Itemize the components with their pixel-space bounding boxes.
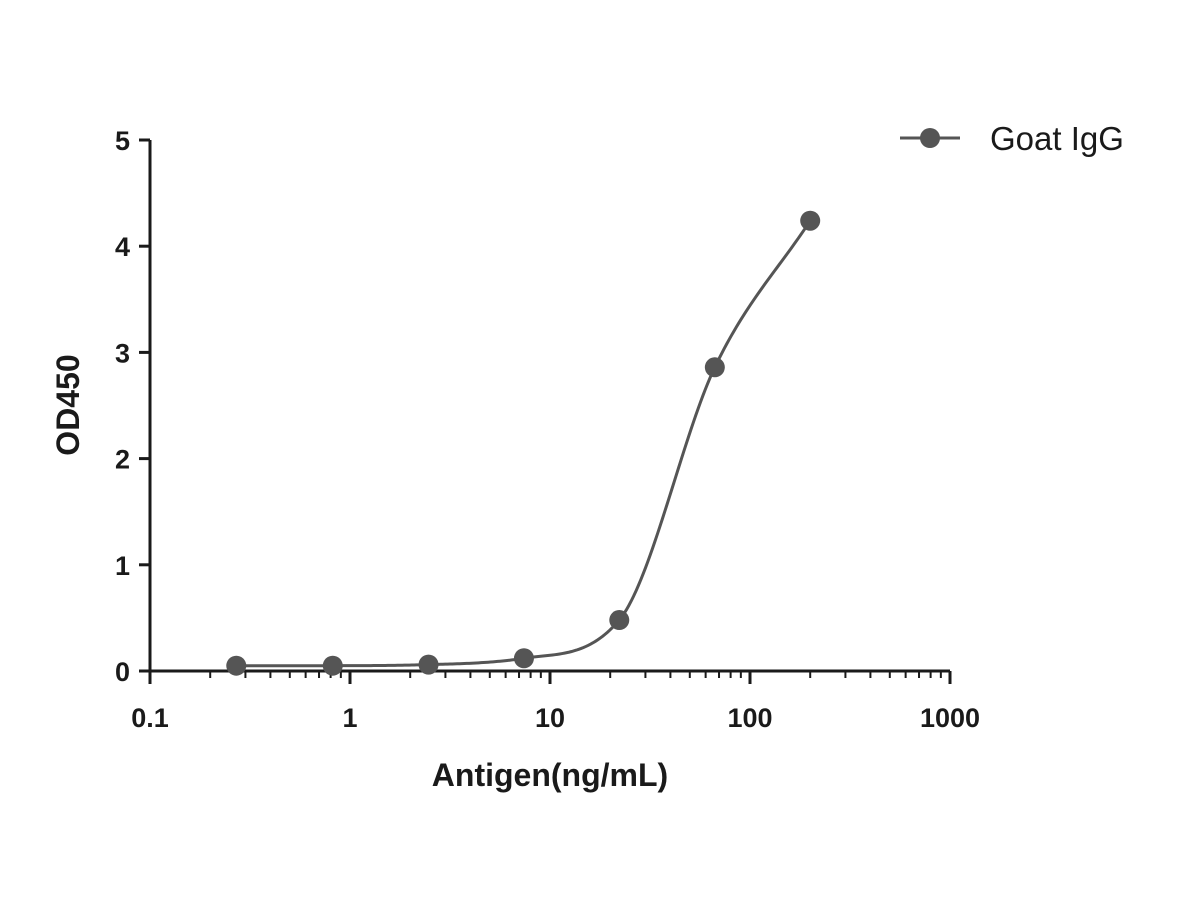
y-ticks: 0 1 2 3 4 5: [115, 126, 150, 687]
data-point: [322, 655, 343, 676]
x-tick-label: 10: [535, 703, 565, 733]
data-point: [800, 210, 821, 231]
data-points: [226, 210, 821, 676]
x-tick-label: 100: [727, 703, 772, 733]
y-tick-label: 2: [115, 445, 130, 475]
legend: Goat IgG: [900, 120, 1124, 157]
y-axis-title: OD450: [50, 354, 86, 455]
data-point: [704, 357, 725, 378]
y-tick-label: 0: [115, 657, 130, 687]
x-tick-label: 1000: [920, 703, 980, 733]
legend-marker: [920, 128, 940, 148]
data-point: [609, 610, 630, 631]
data-point: [418, 654, 439, 675]
y-tick-label: 5: [115, 126, 130, 156]
data-point: [513, 648, 534, 669]
x-tick-label: 1: [342, 703, 357, 733]
fit-curves: [236, 219, 812, 668]
y-tick-label: 4: [115, 232, 130, 262]
x-tick-label: 0.1: [131, 703, 169, 733]
fit-curve: [236, 219, 812, 668]
x-axis-title: Antigen(ng/mL): [432, 757, 668, 793]
axes: [148, 140, 950, 673]
y-tick-label: 1: [115, 551, 130, 581]
legend-label: Goat IgG: [990, 120, 1124, 157]
x-ticks: 0.1 1 10 100 1000: [131, 671, 980, 733]
data-point: [226, 655, 247, 676]
y-tick-label: 3: [115, 338, 130, 368]
